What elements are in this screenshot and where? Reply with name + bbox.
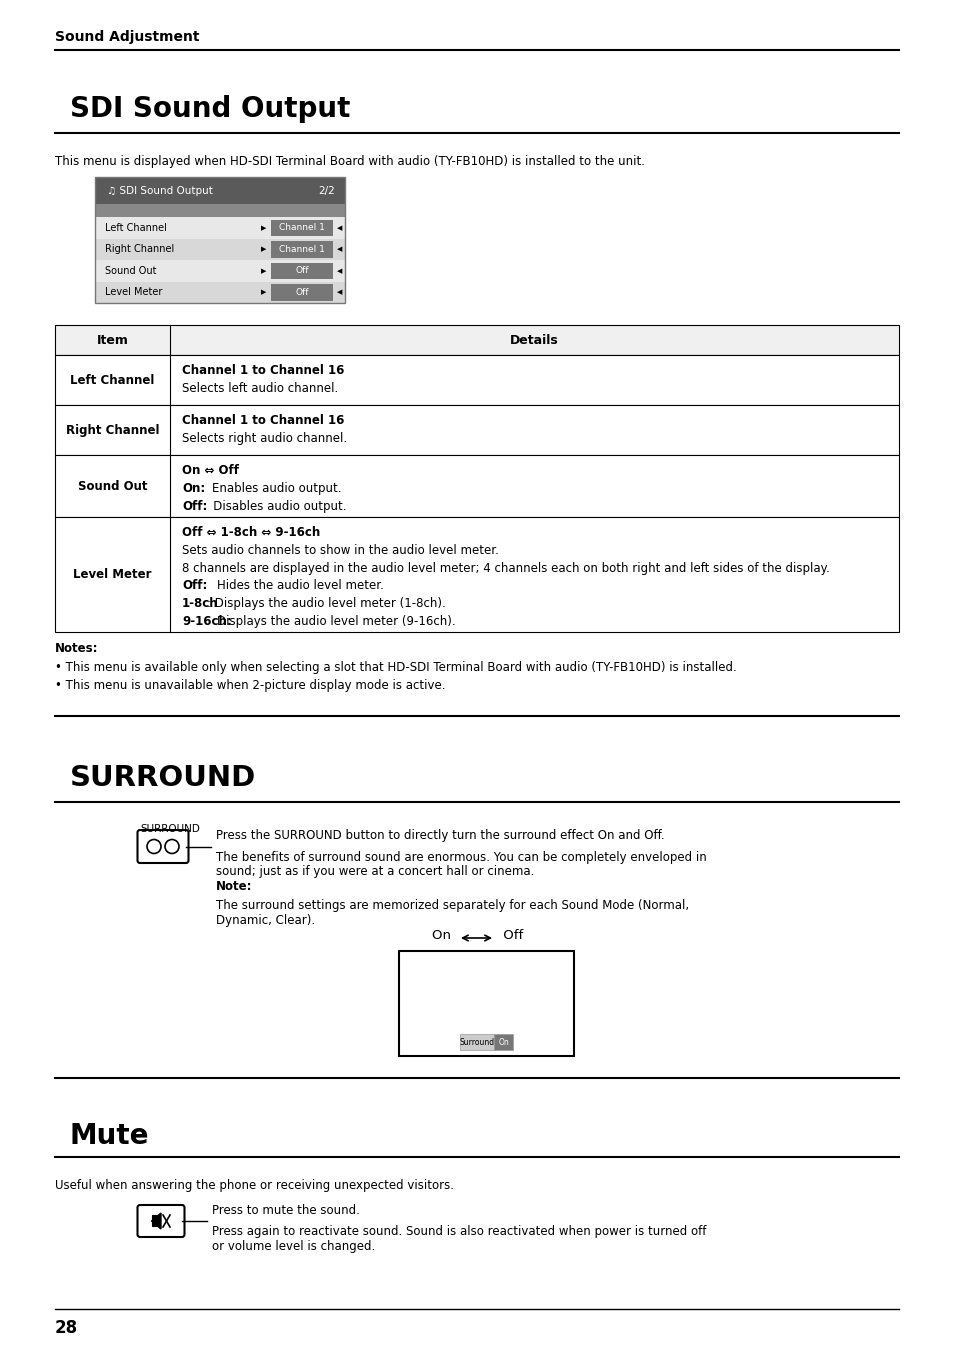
Text: ◀: ◀ <box>337 246 342 253</box>
Text: Press again to reactivate sound. Sound is also reactivated when power is turned : Press again to reactivate sound. Sound i… <box>212 1225 705 1252</box>
Text: On: On <box>432 929 455 942</box>
Text: Note:: Note: <box>215 881 253 893</box>
Text: 9-16ch:: 9-16ch: <box>182 615 232 628</box>
Polygon shape <box>152 1213 161 1229</box>
FancyBboxPatch shape <box>271 284 333 300</box>
FancyBboxPatch shape <box>137 830 189 863</box>
Text: The surround settings are memorized separately for each Sound Mode (Normal,
Dyna: The surround settings are memorized sepa… <box>215 898 688 927</box>
Text: 28: 28 <box>55 1319 78 1337</box>
FancyBboxPatch shape <box>55 355 898 405</box>
Text: Sets audio channels to show in the audio level meter.: Sets audio channels to show in the audio… <box>182 544 498 557</box>
Text: Hides the audio level meter.: Hides the audio level meter. <box>201 580 383 592</box>
FancyBboxPatch shape <box>494 1035 513 1050</box>
Text: Off: Off <box>498 929 522 942</box>
Text: Surround: Surround <box>459 1038 495 1047</box>
Text: Disables audio output.: Disables audio output. <box>201 500 346 512</box>
Text: Mute: Mute <box>70 1121 150 1150</box>
Text: Enables audio output.: Enables audio output. <box>196 482 341 494</box>
Text: Level Meter: Level Meter <box>105 288 162 297</box>
Text: SDI Sound Output: SDI Sound Output <box>70 95 350 123</box>
FancyBboxPatch shape <box>95 239 345 259</box>
Text: Selects right audio channel.: Selects right audio channel. <box>182 432 347 444</box>
FancyBboxPatch shape <box>95 218 345 239</box>
FancyBboxPatch shape <box>95 281 345 303</box>
Text: Right Channel: Right Channel <box>66 423 159 436</box>
FancyBboxPatch shape <box>95 204 345 218</box>
FancyBboxPatch shape <box>137 1205 184 1238</box>
Text: Off:: Off: <box>182 500 207 512</box>
Text: 8 channels are displayed in the audio level meter; 4 channels each on both right: 8 channels are displayed in the audio le… <box>182 562 829 574</box>
Text: Channel 1 to Channel 16: Channel 1 to Channel 16 <box>182 413 344 427</box>
Text: This menu is displayed when HD-SDI Terminal Board with audio (TY-FB10HD) is inst: This menu is displayed when HD-SDI Termi… <box>55 155 644 168</box>
FancyBboxPatch shape <box>271 240 333 258</box>
Text: Sound Adjustment: Sound Adjustment <box>55 30 199 45</box>
FancyBboxPatch shape <box>460 1035 494 1050</box>
Text: Sound Out: Sound Out <box>105 266 156 276</box>
FancyBboxPatch shape <box>55 517 898 632</box>
FancyBboxPatch shape <box>95 259 345 281</box>
Text: Off ⇔ 1-8ch ⇔ 9-16ch: Off ⇔ 1-8ch ⇔ 9-16ch <box>182 526 320 539</box>
Text: The benefits of surround sound are enormous. You can be completely enveloped in
: The benefits of surround sound are enorm… <box>215 851 706 878</box>
Text: 1-8ch: 1-8ch <box>182 597 218 611</box>
Text: Selects left audio channel.: Selects left audio channel. <box>182 382 338 394</box>
Text: Press the SURROUND button to directly turn the surround effect On and Off.: Press the SURROUND button to directly tu… <box>215 830 664 843</box>
Text: ▶: ▶ <box>261 246 267 253</box>
FancyBboxPatch shape <box>95 177 345 204</box>
Text: Useful when answering the phone or receiving unexpected visitors.: Useful when answering the phone or recei… <box>55 1179 454 1192</box>
Text: ◀: ◀ <box>337 267 342 274</box>
Text: Channel 1: Channel 1 <box>279 223 325 232</box>
Text: 2/2: 2/2 <box>318 185 335 196</box>
Text: Off: Off <box>294 288 309 297</box>
FancyBboxPatch shape <box>55 405 898 455</box>
FancyBboxPatch shape <box>55 326 898 355</box>
Text: Sound Out: Sound Out <box>77 480 147 493</box>
Text: : Displays the audio level meter (1-8ch).: : Displays the audio level meter (1-8ch)… <box>207 597 445 611</box>
FancyBboxPatch shape <box>271 219 333 236</box>
Text: Item: Item <box>96 334 129 346</box>
Text: SURROUND: SURROUND <box>140 824 200 834</box>
Text: Level Meter: Level Meter <box>73 567 152 581</box>
Text: • This menu is unavailable when 2-picture display mode is active.: • This menu is unavailable when 2-pictur… <box>55 680 445 692</box>
Text: SURROUND: SURROUND <box>70 763 256 792</box>
Text: Details: Details <box>510 334 558 346</box>
Text: Right Channel: Right Channel <box>105 245 174 254</box>
Text: ▶: ▶ <box>261 267 267 274</box>
Text: Displays the audio level meter (9-16ch).: Displays the audio level meter (9-16ch). <box>216 615 455 628</box>
Text: • This menu is available only when selecting a slot that HD-SDI Terminal Board w: • This menu is available only when selec… <box>55 661 736 674</box>
Text: Channel 1 to Channel 16: Channel 1 to Channel 16 <box>182 363 344 377</box>
FancyBboxPatch shape <box>399 951 574 1056</box>
Text: ♫ SDI Sound Output: ♫ SDI Sound Output <box>107 185 213 196</box>
Text: Left Channel: Left Channel <box>71 373 154 386</box>
Text: Off:: Off: <box>182 580 207 592</box>
Text: ◀: ◀ <box>337 289 342 296</box>
FancyBboxPatch shape <box>55 455 898 517</box>
FancyBboxPatch shape <box>271 262 333 280</box>
Text: ▶: ▶ <box>261 289 267 296</box>
Text: Press to mute the sound.: Press to mute the sound. <box>212 1204 359 1217</box>
Text: Off: Off <box>294 266 309 276</box>
Text: On:: On: <box>182 482 205 494</box>
Text: On ⇔ Off: On ⇔ Off <box>182 463 239 477</box>
Text: Notes:: Notes: <box>55 642 98 655</box>
Text: ◀: ◀ <box>337 224 342 231</box>
Text: Left Channel: Left Channel <box>105 223 167 232</box>
Text: Channel 1: Channel 1 <box>279 245 325 254</box>
FancyBboxPatch shape <box>152 1216 157 1227</box>
Text: On: On <box>498 1038 509 1047</box>
Text: ▶: ▶ <box>261 224 267 231</box>
